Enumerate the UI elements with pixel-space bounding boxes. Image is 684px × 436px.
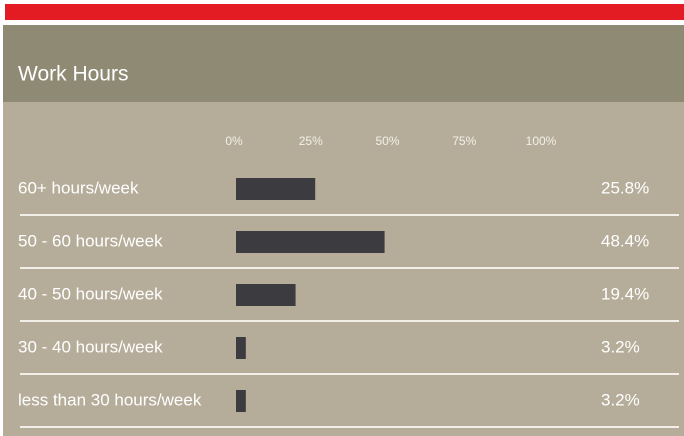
bar bbox=[236, 284, 296, 306]
row-separator bbox=[20, 320, 679, 322]
category-label: 60+ hours/week bbox=[18, 178, 139, 197]
row-separator bbox=[20, 267, 679, 269]
value-label: 3.2% bbox=[601, 337, 640, 356]
category-label: less than 30 hours/week bbox=[18, 390, 202, 409]
header bbox=[3, 25, 684, 102]
x-tick-label: 50% bbox=[375, 134, 399, 148]
row-separator bbox=[20, 426, 679, 428]
x-tick-label: 25% bbox=[299, 134, 323, 148]
value-label: 48.4% bbox=[601, 231, 649, 250]
row-separator bbox=[20, 214, 679, 216]
chart-title: Work Hours bbox=[18, 63, 128, 86]
x-tick-label: 75% bbox=[452, 134, 476, 148]
x-tick-label: 100% bbox=[526, 134, 557, 148]
category-label: 30 - 40 hours/week bbox=[18, 337, 163, 356]
value-label: 25.8% bbox=[601, 178, 649, 197]
x-tick-label: 0% bbox=[225, 134, 243, 148]
value-label: 19.4% bbox=[601, 284, 649, 303]
category-label: 50 - 60 hours/week bbox=[18, 231, 163, 250]
row-separator bbox=[20, 373, 679, 375]
category-label: 40 - 50 hours/week bbox=[18, 284, 163, 303]
top-bar bbox=[5, 4, 684, 20]
bar bbox=[236, 337, 246, 359]
bar bbox=[236, 390, 246, 412]
bar bbox=[236, 178, 316, 200]
bar bbox=[236, 231, 385, 253]
value-label: 3.2% bbox=[601, 390, 640, 409]
